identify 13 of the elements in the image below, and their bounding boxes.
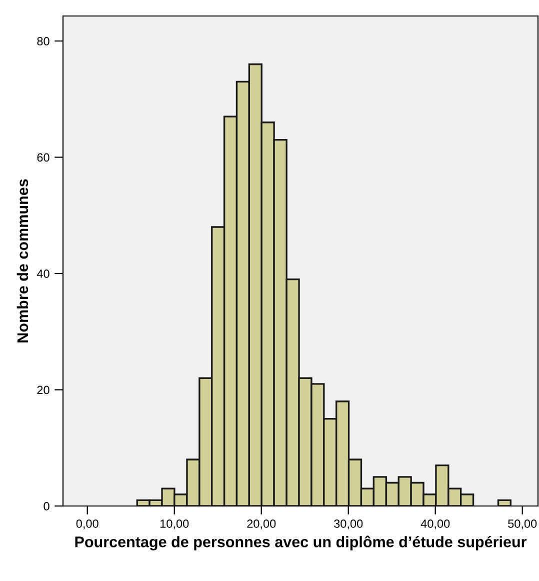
x-axis-title: Pourcentage de personnes avec un diplôme d’étude supérieur: [75, 536, 527, 550]
x-tick-label: 50,00: [508, 520, 537, 530]
x-tick-label: 40,00: [420, 520, 450, 530]
y-tick-label: 60: [37, 153, 50, 162]
x-tick-label: 20,00: [247, 520, 276, 530]
y-axis-title: Nombre de communes: [16, 179, 28, 342]
y-tick-label: 80: [37, 37, 50, 46]
x-tick-label: 0,00: [76, 520, 98, 530]
y-tick-label: 20: [37, 386, 50, 394]
y-tick-label: 0: [44, 502, 50, 510]
x-tick-label: 30,00: [334, 520, 363, 530]
y-tick-label: 40: [36, 270, 50, 278]
x-tick-label: 10,00: [160, 520, 189, 530]
